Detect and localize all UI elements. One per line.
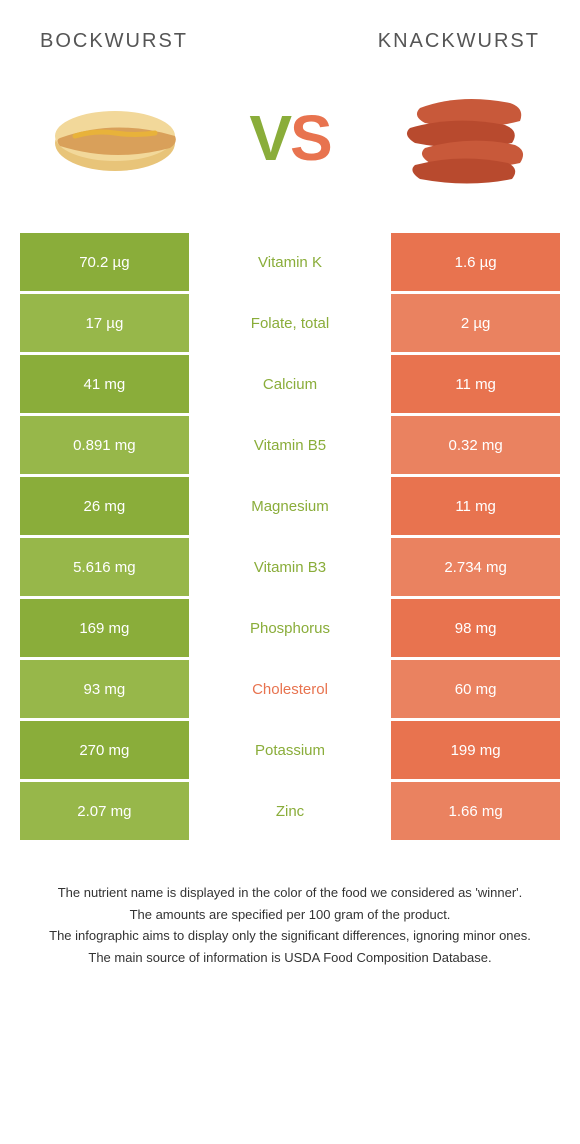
- left-value-cell: 26 mg: [20, 477, 189, 535]
- right-food-title: KNACKWURST: [378, 30, 540, 53]
- footer-line-2: The amounts are specified per 100 gram o…: [30, 905, 550, 925]
- knackwurst-image: [390, 83, 540, 193]
- left-value-cell: 17 µg: [20, 294, 189, 352]
- right-value-cell: 0.32 mg: [391, 416, 560, 474]
- left-value-cell: 41 mg: [20, 355, 189, 413]
- left-value-cell: 169 mg: [20, 599, 189, 657]
- nutrient-name-cell: Potassium: [189, 721, 392, 779]
- left-food-title: BOCKWURST: [40, 30, 188, 53]
- right-value-cell: 1.6 µg: [391, 233, 560, 291]
- table-row: 270 mgPotassium199 mg: [20, 721, 560, 779]
- nutrient-name-cell: Vitamin K: [189, 233, 392, 291]
- right-value-cell: 98 mg: [391, 599, 560, 657]
- nutrient-name-cell: Folate, total: [189, 294, 392, 352]
- right-value-cell: 11 mg: [391, 477, 560, 535]
- infographic-container: BOCKWURST KNACKWURST VS 70.2 µgVitamin K…: [0, 0, 580, 989]
- nutrient-name-cell: Phosphorus: [189, 599, 392, 657]
- nutrient-name-cell: Vitamin B3: [189, 538, 392, 596]
- table-row: 93 mgCholesterol60 mg: [20, 660, 560, 718]
- bockwurst-image: [40, 83, 190, 193]
- right-value-cell: 199 mg: [391, 721, 560, 779]
- left-value-cell: 70.2 µg: [20, 233, 189, 291]
- footer-line-3: The infographic aims to display only the…: [30, 926, 550, 946]
- nutrient-name-cell: Magnesium: [189, 477, 392, 535]
- table-row: 169 mgPhosphorus98 mg: [20, 599, 560, 657]
- nutrient-name-cell: Zinc: [189, 782, 392, 840]
- nutrient-name-cell: Calcium: [189, 355, 392, 413]
- table-row: 17 µgFolate, total2 µg: [20, 294, 560, 352]
- table-row: 26 mgMagnesium11 mg: [20, 477, 560, 535]
- right-value-cell: 1.66 mg: [391, 782, 560, 840]
- left-value-cell: 5.616 mg: [20, 538, 189, 596]
- header: BOCKWURST KNACKWURST: [0, 0, 580, 63]
- table-row: 70.2 µgVitamin K1.6 µg: [20, 233, 560, 291]
- table-row: 2.07 mgZinc1.66 mg: [20, 782, 560, 840]
- nutrient-table: 70.2 µgVitamin K1.6 µg17 µgFolate, total…: [0, 233, 580, 840]
- table-row: 0.891 mgVitamin B50.32 mg: [20, 416, 560, 474]
- right-value-cell: 2 µg: [391, 294, 560, 352]
- vs-v-letter: V: [249, 102, 290, 174]
- vs-s-letter: S: [290, 102, 331, 174]
- nutrient-name-cell: Cholesterol: [189, 660, 392, 718]
- table-row: 5.616 mgVitamin B32.734 mg: [20, 538, 560, 596]
- nutrient-name-cell: Vitamin B5: [189, 416, 392, 474]
- right-value-cell: 2.734 mg: [391, 538, 560, 596]
- left-value-cell: 2.07 mg: [20, 782, 189, 840]
- left-value-cell: 93 mg: [20, 660, 189, 718]
- vs-label: VS: [249, 101, 330, 175]
- footer-line-4: The main source of information is USDA F…: [30, 948, 550, 968]
- left-value-cell: 270 mg: [20, 721, 189, 779]
- left-value-cell: 0.891 mg: [20, 416, 189, 474]
- table-row: 41 mgCalcium11 mg: [20, 355, 560, 413]
- footer-notes: The nutrient name is displayed in the co…: [0, 843, 580, 989]
- vs-section: VS: [0, 63, 580, 233]
- footer-line-1: The nutrient name is displayed in the co…: [30, 883, 550, 903]
- right-value-cell: 60 mg: [391, 660, 560, 718]
- right-value-cell: 11 mg: [391, 355, 560, 413]
